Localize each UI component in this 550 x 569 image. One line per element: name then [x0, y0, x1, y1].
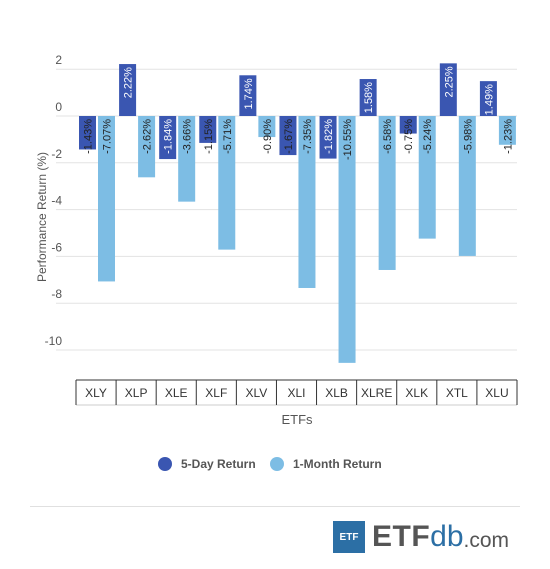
- y-axis-label: Performance Return (%): [35, 152, 49, 282]
- bar-5-day-xlb[interactable]: [319, 116, 337, 159]
- x-axis-label: ETFs: [281, 412, 313, 427]
- bar-1-month-xlk[interactable]: [418, 116, 436, 239]
- data-label: -10.55%: [342, 119, 354, 160]
- bar-5-day-xlv[interactable]: [239, 75, 257, 116]
- data-label: 2.22%: [123, 67, 135, 98]
- bar-1-month-xlu[interactable]: [498, 116, 516, 145]
- x-tick-label: XLB: [325, 386, 348, 400]
- bar-1-month-xlv[interactable]: [258, 116, 276, 138]
- x-tick-label: XLK: [405, 386, 428, 400]
- footer-divider: [30, 506, 520, 507]
- bar-1-month-xlp[interactable]: [138, 116, 156, 178]
- x-tick-label: XLF: [205, 386, 227, 400]
- data-label: -5.98%: [462, 119, 474, 154]
- data-label: -1.82%: [323, 119, 335, 154]
- legend-label-5-day: 5-Day Return: [181, 457, 256, 471]
- logo-etf-text: ETF: [372, 520, 431, 553]
- y-tick-label: 2: [55, 53, 62, 67]
- logo-com-text: .com: [463, 528, 510, 552]
- y-tick-label: -10: [45, 334, 63, 348]
- data-label: -0.75%: [403, 119, 415, 154]
- data-label: -1.67%: [283, 119, 295, 154]
- legend-label-1-month: 1-Month Return: [293, 457, 382, 471]
- x-tick-label: XLY: [85, 386, 107, 400]
- data-label: 1.58%: [363, 82, 375, 113]
- x-tick-label: XLE: [165, 386, 188, 400]
- data-label: -6.58%: [382, 119, 394, 154]
- data-label: 1.49%: [483, 84, 495, 115]
- y-tick-label: -6: [51, 240, 62, 254]
- data-label: -5.24%: [422, 119, 434, 154]
- bar-5-day-xlu[interactable]: [479, 81, 497, 116]
- data-label: -1.23%: [502, 119, 514, 154]
- legend-dot-5-day: [158, 457, 172, 471]
- bar-5-day-xly[interactable]: [79, 116, 96, 150]
- bar-1-month-xlb[interactable]: [338, 116, 356, 363]
- legend: 5-Day Return 1-Month Return: [0, 455, 550, 473]
- x-tick-label: XLV: [246, 386, 268, 400]
- bar-5-day-xlk[interactable]: [399, 116, 417, 134]
- bar-1-month-xli[interactable]: [298, 116, 316, 288]
- data-label: -1.15%: [203, 119, 215, 154]
- bar-5-day-xlre[interactable]: [359, 79, 377, 116]
- data-label: -7.35%: [302, 119, 314, 154]
- x-tick-label: XLU: [485, 386, 508, 400]
- bar-5-day-xli[interactable]: [279, 116, 297, 156]
- bar-1-month-xlf[interactable]: [218, 116, 236, 250]
- legend-item-5-day[interactable]: 5-Day Return: [158, 455, 256, 473]
- legend-dot-1-month: [270, 457, 284, 471]
- data-label: 1.74%: [243, 78, 255, 109]
- logo-db-text: db: [430, 520, 464, 553]
- x-tick-label: XLI: [287, 386, 305, 400]
- bar-1-month-xlre[interactable]: [378, 116, 396, 270]
- bar-5-day-xlp[interactable]: [119, 64, 137, 116]
- y-axis-ticks: 2 0 -2 -4 -6 -8 -10: [45, 53, 63, 348]
- data-label: 2.25%: [443, 66, 455, 97]
- data-label: -2.62%: [142, 119, 154, 154]
- y-tick-label: 0: [55, 100, 62, 114]
- y-tick-label: -2: [51, 147, 62, 161]
- data-label: -1.43%: [83, 119, 95, 154]
- x-tick-label: XLP: [125, 386, 148, 400]
- bar-5-day-xle[interactable]: [159, 116, 177, 160]
- legend-item-1-month[interactable]: 1-Month Return: [270, 455, 382, 473]
- x-axis: XLY XLP XLE XLF XLV XLI XLB XLRE XLK XTL XLU: [75, 379, 518, 406]
- bar-1-month-xle[interactable]: [178, 116, 196, 202]
- bar-1-month-xtl[interactable]: [458, 116, 476, 256]
- data-label: -3.66%: [182, 119, 194, 154]
- x-tick-label: XTL: [446, 386, 468, 400]
- etfdb-logo[interactable]: ETF ETF db .com: [333, 518, 509, 556]
- bar-5-day-xlf[interactable]: [199, 116, 217, 143]
- data-label: -7.07%: [102, 119, 114, 154]
- data-label: -0.90%: [262, 119, 274, 154]
- bar-5-day-xtl[interactable]: [439, 63, 457, 116]
- x-tick-label: XLRE: [361, 386, 392, 400]
- logo-badge: ETF: [333, 521, 365, 553]
- bar-1-month-xly[interactable]: [98, 116, 115, 282]
- data-label: -1.84%: [163, 119, 175, 154]
- y-tick-label: -8: [51, 287, 62, 301]
- data-labels: -1.43% -7.07% 2.22% -2.62% -1.84% -3.66% -1.15…: [83, 66, 515, 160]
- y-tick-label: -4: [51, 194, 62, 208]
- chart: 20-2-4-6-8-10 -1.43% -7.07%2.22%-2.62% -1.…: [35, 53, 518, 427]
- bars: [79, 63, 516, 363]
- data-label: -5.71%: [222, 119, 234, 154]
